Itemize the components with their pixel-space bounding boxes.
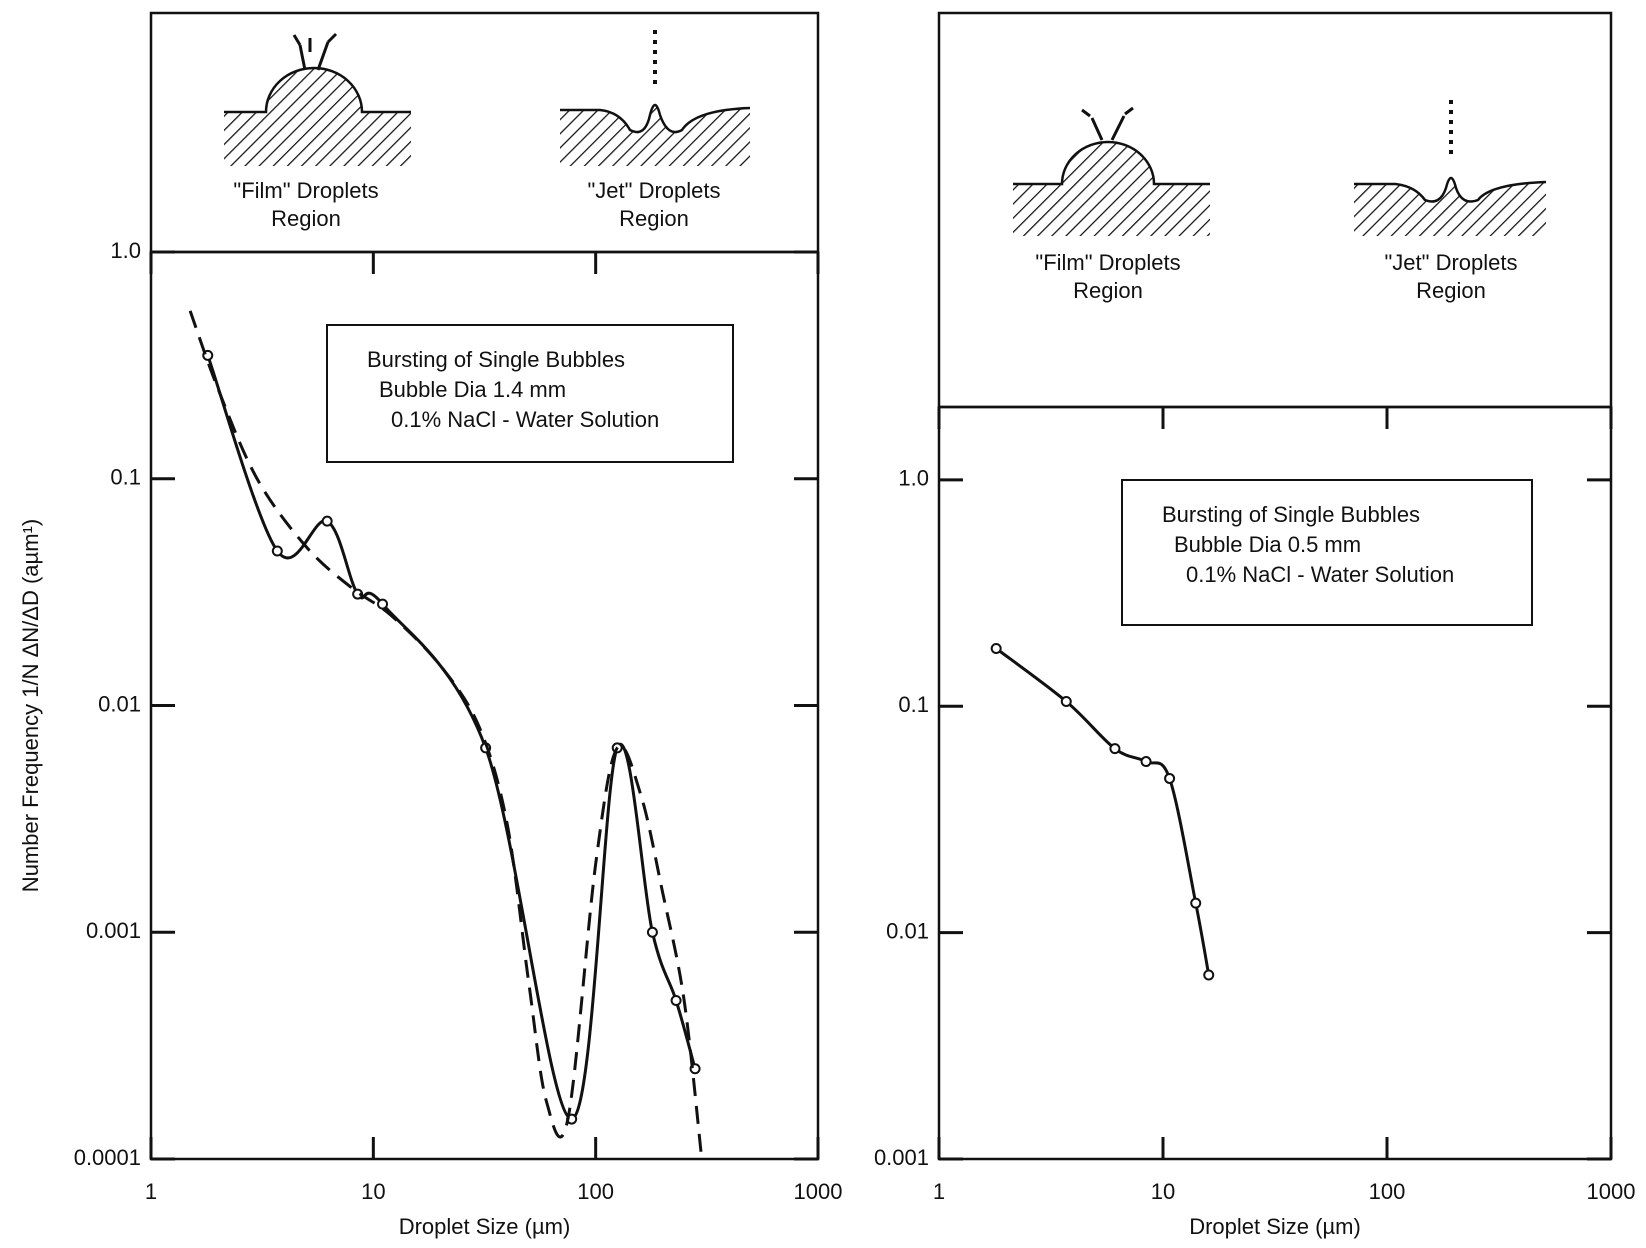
annotation-box [326, 324, 734, 463]
data-point [271, 545, 283, 557]
data-point [670, 995, 682, 1007]
y-tick-label: 1.0 [110, 238, 141, 263]
x-tick-label: 10 [361, 1179, 385, 1204]
x-tick-label: 100 [577, 1179, 614, 1204]
data-point [377, 598, 389, 610]
data-point [1060, 695, 1072, 707]
header-label: Region [619, 206, 689, 231]
header-label: Region [271, 206, 341, 231]
annotation-text: 0.1% NaCl - Water Solution [1186, 562, 1454, 587]
header-label: "Jet" Droplets [1385, 250, 1518, 275]
header-label: "Jet" Droplets [588, 178, 721, 203]
x-tick-label: 100 [1369, 1179, 1406, 1204]
data-point [990, 643, 1002, 655]
film-drop-sketch [224, 32, 411, 166]
series-line [188, 310, 704, 1160]
data-point [1203, 969, 1215, 981]
series-line [995, 647, 1211, 976]
plot-frame [937, 405, 1613, 1161]
data-point [1190, 897, 1202, 909]
jet-drop-sketch [1354, 100, 1547, 236]
data-point [1164, 772, 1176, 784]
data-point [1109, 743, 1121, 755]
y-tick-label: 0.01 [98, 691, 141, 716]
y-tick-label: 0.001 [86, 918, 141, 943]
data-point [1140, 756, 1152, 768]
y-tick-label: 0.1 [110, 465, 141, 490]
y-tick-label: 0.0001 [74, 1145, 141, 1170]
header-label: "Film" Droplets [233, 178, 378, 203]
y-tick-label: 1.0 [898, 466, 929, 491]
header-label: "Film" Droplets [1035, 250, 1180, 275]
y-axis-label: Number Frequency 1/N ΔN/ΔD (aµm¹) [18, 519, 43, 892]
annotation-text: Bursting of Single Bubbles [1162, 502, 1420, 527]
x-tick-label: 1000 [1587, 1179, 1636, 1204]
y-tick-label: 0.001 [874, 1145, 929, 1170]
y-tick-label: 0.1 [898, 692, 929, 717]
data-point [646, 926, 658, 938]
annotation-text: Bubble Dia 0.5 mm [1174, 532, 1361, 557]
data-point [321, 515, 333, 527]
series-line [206, 354, 697, 1121]
x-axis-label: Droplet Size (µm) [1189, 1214, 1361, 1239]
x-tick-label: 10 [1151, 1179, 1175, 1204]
annotation-text: Bubble Dia 1.4 mm [379, 377, 566, 402]
x-tick-label: 1 [933, 1179, 945, 1204]
x-tick-label: 1 [145, 1179, 157, 1204]
annotation-text: Bursting of Single Bubbles [367, 347, 625, 372]
annotation-text: 0.1% NaCl - Water Solution [391, 407, 659, 432]
annotation-box [1121, 479, 1533, 626]
x-tick-label: 1000 [794, 1179, 843, 1204]
film-drop-sketch [1013, 106, 1210, 236]
jet-drop-sketch [560, 30, 751, 166]
y-tick-label: 0.01 [886, 918, 929, 943]
x-axis-label: Droplet Size (µm) [399, 1214, 571, 1239]
header-label: Region [1416, 278, 1486, 303]
header-label: Region [1073, 278, 1143, 303]
